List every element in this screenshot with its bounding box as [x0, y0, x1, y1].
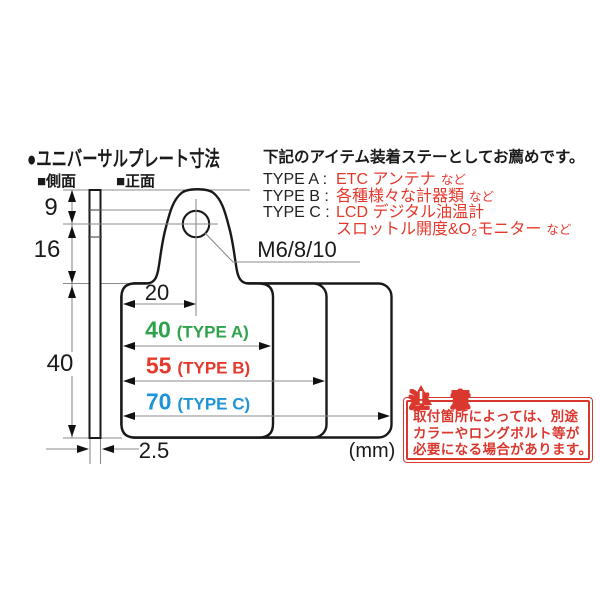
reco-type-label: TYPE C : [263, 204, 330, 221]
reco-type-desc: スロットル開度&O₂モニター [336, 220, 542, 238]
width-type-c-value: 70 [145, 388, 172, 415]
reco-type-label: TYPE B : [263, 187, 329, 205]
dimension-arrowheads [68, 190, 390, 453]
dim-40: 40 [43, 352, 77, 376]
warning-triangle-icon [410, 385, 432, 405]
width-type-b: 55 (TYPE B) [145, 352, 251, 379]
plate-type-a-with-tab [120, 188, 275, 439]
warning-text-line: 必要になる場合があります。 [413, 442, 593, 457]
width-type-b-value: 55 [145, 352, 172, 379]
side-view-hole-ticks [89, 209, 101, 238]
warning-box: 取付箇所によっては、別途 カラーやロングボルト等が 必要になる場合があります。 … [403, 385, 593, 463]
front-view-plates [120, 188, 393, 439]
recommendation-rows: TYPE A : ETC アンテナ など TYPE B : 各種様々な計器類 な… [263, 171, 593, 239]
warning-header: 注 意 [408, 384, 479, 413]
warning-text-line: 取付箇所によっては、別途 [413, 409, 579, 424]
warning-text-line: カラーやロングボルト等が [413, 425, 580, 441]
reco-type-label: TYPE A : [263, 171, 328, 188]
dim-9: 9 [44, 194, 58, 221]
recommendation-heading: 下記のアイテム装着ステーとしてお薦めです。 [263, 149, 585, 166]
width-type-a-value: 40 [145, 316, 171, 343]
width-type-a-label: (TYPE A) [176, 322, 249, 342]
width-type-c: 70 (TYPE C) [145, 388, 251, 415]
dim-16: 16 [33, 236, 61, 263]
width-type-a: 40 (TYPE A) [145, 316, 249, 343]
side-view-plate [88, 189, 102, 439]
warning-box-inner: 取付箇所によっては、別途 カラーやロングボルト等が 必要になる場合があります。 [406, 400, 593, 460]
side-view-label: ■側面 [37, 173, 77, 190]
reco-type-desc: LCD デジタル油温計 [336, 204, 485, 221]
front-view-label: ■正面 [116, 173, 156, 190]
page-title: ●ユニバーサルプレート寸法 [27, 148, 220, 171]
unit-label: (mm) [348, 440, 396, 462]
reco-type-desc: 各種様々な計器類 [336, 187, 465, 205]
reco-row-type-b: TYPE B : 各種様々な計器類 など [263, 187, 593, 206]
width-dimension-lines [46, 303, 389, 464]
recommendation-block: 下記のアイテム装着ステーとしてお薦めです。 TYPE A : ETC アンテナ … [263, 145, 593, 238]
reco-row-type-a: TYPE A : ETC アンテナ など [263, 171, 593, 189]
width-type-b-label: (TYPE B) [177, 358, 251, 378]
reco-type-note: など [546, 222, 572, 237]
reco-row-type-c-cont: スロットル開度&O₂モニター など [263, 220, 593, 239]
dim-thickness: 2.5 [138, 438, 170, 463]
reco-type-note: など [440, 173, 466, 187]
reco-type-note: など [469, 189, 495, 204]
hole-spec-label: M6/8/10 [257, 237, 337, 262]
hole-crosshair-and-leader [63, 199, 360, 316]
width-type-c-label: (TYPE C) [177, 394, 251, 414]
dim-20: 20 [144, 280, 170, 305]
reco-type-desc: ETC アンテナ [336, 171, 436, 188]
reco-row-type-c: TYPE C : LCD デジタル油温計 [263, 204, 593, 222]
